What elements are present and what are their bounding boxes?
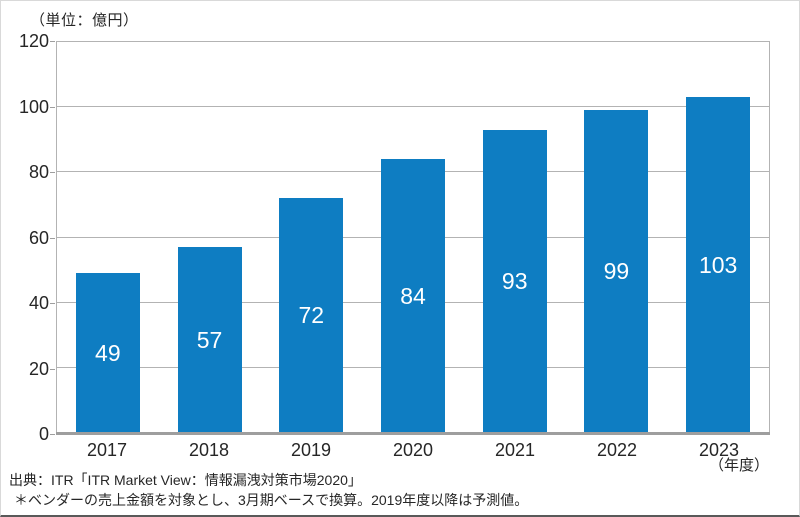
y-axis-tick-mark [50, 237, 55, 239]
y-axis-tick-mark [50, 106, 55, 108]
bar: 72 [279, 198, 344, 433]
bar-value-label: 72 [298, 302, 325, 329]
bar-value-label: 49 [95, 339, 121, 366]
bar-slot: 84 [362, 42, 464, 433]
bar-slot: 57 [159, 42, 261, 433]
y-axis-tick-label: 120 [18, 31, 49, 51]
plot-area: 49 57 72 84 93 99 103 [56, 41, 770, 435]
x-axis-unit-label: （年度） [708, 457, 769, 474]
y-axis-tick-mark [50, 303, 55, 304]
y-axis-tick-label: 100 [18, 96, 49, 117]
bars-container: 49 57 72 84 93 99 103 [57, 42, 769, 433]
bar-value-label: 84 [400, 282, 426, 309]
y-axis-tick-label: 40 [28, 293, 49, 313]
x-axis-tick-label: 2022 [596, 440, 638, 460]
bar: 49 [75, 273, 140, 433]
bar: 103 [686, 97, 751, 433]
y-axis-tick-mark [50, 368, 55, 370]
y-axis-tick-label: 0 [38, 424, 49, 444]
y-axis-tick-label: 80 [28, 162, 49, 182]
bar-slot: 72 [260, 42, 362, 433]
bar-slot: 103 [667, 42, 769, 433]
y-axis-tick-label: 20 [28, 358, 49, 379]
x-axis-tick-label: 2023 [698, 440, 740, 460]
bar: 93 [482, 129, 547, 433]
bar-slot: 99 [566, 42, 668, 433]
x-axis-tick-label: 2021 [494, 440, 536, 460]
bar-value-label: 93 [501, 267, 528, 294]
bar-value-label: 103 [698, 251, 738, 278]
bar-slot: 49 [57, 42, 159, 433]
bar: 99 [584, 110, 649, 433]
source-text: 出典：ITR「ITR Market View：情報漏洩対策市場2020」 [9, 472, 362, 488]
x-axis-line [56, 432, 770, 435]
x-axis-labels: 2017 2018 2019 2020 2021 2022 2023 [56, 440, 770, 460]
x-axis-tick-label: 2019 [290, 440, 332, 460]
y-axis-tick-mark [50, 172, 55, 173]
bar-value-label: 57 [196, 326, 223, 353]
bar: 84 [380, 159, 446, 433]
bar-slot: 93 [464, 42, 566, 433]
bar-value-label: 99 [603, 258, 630, 285]
grid-line [57, 106, 769, 108]
y-axis-tick-label: 60 [28, 227, 49, 248]
y-axis-tick-mark [50, 41, 55, 42]
x-axis-tick-label: 2018 [188, 440, 230, 460]
note-text: ＊ベンダーの売上金額を対象とし、3月期ベースで換算。2019年度以降は予測値。 [14, 492, 529, 508]
footer: 出典：ITR「ITR Market View：情報漏洩対策市場2020」 ＊ベン… [9, 470, 791, 510]
y-axis-tick-mark [50, 434, 55, 435]
bar: 57 [177, 247, 242, 433]
y-axis-unit-label: （単位：億円） [30, 12, 139, 29]
x-axis-tick-label: 2020 [392, 440, 434, 460]
x-axis-tick-label: 2017 [86, 440, 128, 460]
